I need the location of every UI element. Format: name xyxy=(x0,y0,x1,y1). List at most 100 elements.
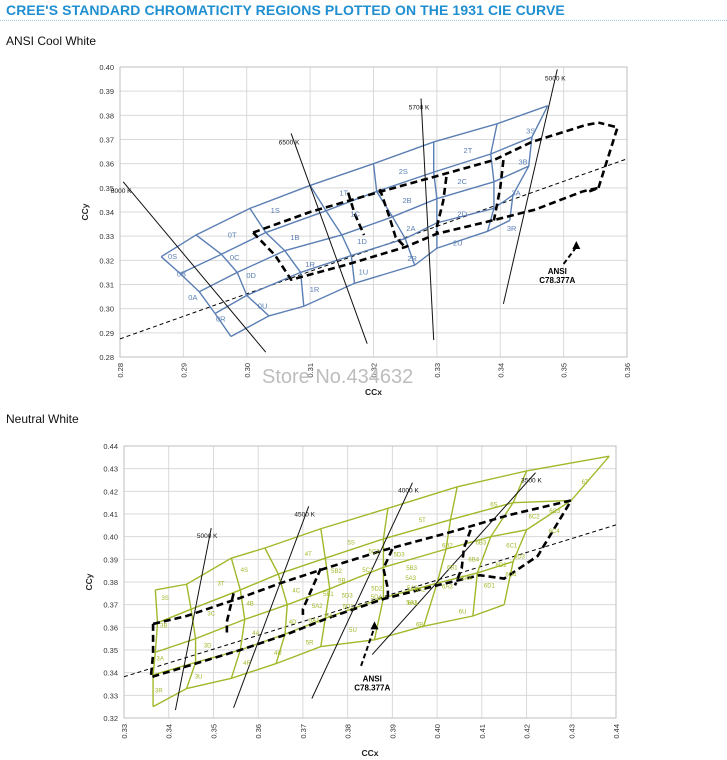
bin-label: 1R xyxy=(310,285,320,294)
store-watermark: Store No.434632 xyxy=(262,366,414,388)
bin-label: 2A xyxy=(406,224,415,233)
bin-label: 0C xyxy=(230,253,240,262)
x-tick-label: 0.30 xyxy=(243,363,252,378)
cct-label: 5700 K xyxy=(409,104,430,111)
bin-label: 4S xyxy=(241,568,248,574)
bin-label: 6B xyxy=(416,623,423,629)
bin-label: 6A4 xyxy=(461,576,472,582)
bin-label: 5D1 xyxy=(343,605,355,611)
bin-column-line xyxy=(320,528,331,647)
section-title-cool-white: ANSI Cool White xyxy=(6,34,97,48)
cct-isotherm-line xyxy=(502,69,558,304)
y-tick-label: 0.28 xyxy=(99,353,114,362)
bin-label: 6A2 xyxy=(415,587,426,593)
bin-label: 2S xyxy=(399,167,408,176)
y-tick-label: 0.36 xyxy=(103,623,118,632)
y-axis-title: CCy xyxy=(84,573,94,590)
bin-label: 2R xyxy=(407,254,417,263)
bin-label: 5B2 xyxy=(331,569,342,575)
cct-label: 4000 K xyxy=(398,488,419,495)
blackbody-locus-line xyxy=(123,524,617,678)
title-divider xyxy=(0,20,727,21)
bin-column-line xyxy=(373,508,389,640)
ansi-dashed-segment xyxy=(152,499,572,626)
ansi-dashed-segment xyxy=(252,186,599,282)
bin-row-line xyxy=(160,105,549,258)
x-tick-label: 0.40 xyxy=(433,724,442,739)
bin-column-line xyxy=(486,123,498,232)
plot-frame xyxy=(123,445,617,719)
cct-isotherm-line xyxy=(122,181,267,353)
annotation-label: ANSI xyxy=(548,267,567,276)
cct-label: 6500 K xyxy=(279,139,300,146)
bin-label: 3B xyxy=(160,623,167,629)
bin-label: 4D xyxy=(289,620,297,626)
y-tick-label: 0.32 xyxy=(103,714,118,723)
cct-isotherm-line xyxy=(420,98,435,341)
bin-label: 5D3 xyxy=(342,593,354,599)
bin-column-line xyxy=(509,105,549,221)
y-tick-label: 0.34 xyxy=(103,669,118,678)
cool-white-chart: 0.28 0.29 0.30 0.31 0.32 0.33 0.34 0.35 0.36 0.37… xyxy=(80,63,632,397)
y-tick-label: 0.39 xyxy=(99,87,114,96)
bin-column-line xyxy=(309,185,356,284)
y-tick-label: 0.33 xyxy=(103,691,118,700)
x-tick-label: 0.39 xyxy=(388,724,397,739)
x-tick-label: 0.32 xyxy=(370,363,379,378)
bin-label: 1U xyxy=(359,268,369,277)
ansi-dashed-segment xyxy=(382,548,394,598)
ansi-dashed-segment xyxy=(597,121,620,189)
bin-label: 3R xyxy=(507,224,517,233)
y-tick-label: 0.29 xyxy=(99,329,114,338)
bin-label: 6U xyxy=(459,610,467,616)
cct-label: 4500 K xyxy=(294,511,315,518)
bin-label: 6C2 xyxy=(529,514,541,520)
bin-column-line xyxy=(264,547,288,664)
bin-label: 3A xyxy=(157,656,164,662)
bin-label: 5D2 xyxy=(371,586,383,592)
ansi-dashed-segment xyxy=(492,159,505,221)
bin-column-line xyxy=(372,163,416,266)
bin-row-line xyxy=(152,604,505,708)
bin-label: 4T xyxy=(305,552,312,558)
bin-label: 6D1 xyxy=(484,583,496,589)
x-tick-label: 0.34 xyxy=(165,724,174,739)
bin-label: 0T xyxy=(228,230,237,239)
bin-label: 3U xyxy=(195,675,203,681)
cct-isotherm-line xyxy=(290,133,368,344)
bin-label: 5C1 xyxy=(362,568,374,574)
ansi-region-outline xyxy=(252,121,620,282)
bin-label: 2B xyxy=(402,196,411,205)
bin-label: 6D2 xyxy=(496,563,508,569)
bin-label: 5B3 xyxy=(406,566,417,572)
bin-label: 3S xyxy=(161,596,168,602)
bin-label: 6B1 xyxy=(447,566,458,572)
bin-label: 1S xyxy=(271,206,280,215)
bin-label: 2C xyxy=(457,177,467,186)
bin-label: 5D4 xyxy=(371,595,383,601)
cct-label: 5000 K xyxy=(197,533,218,540)
grid-lines xyxy=(119,66,628,358)
bin-label: 5B1 xyxy=(323,592,334,598)
bin-label: 5A3 xyxy=(405,576,416,582)
y-tick-label: 0.38 xyxy=(103,578,118,587)
bin-label: 2U xyxy=(453,239,463,248)
ansi-dashed-segment xyxy=(346,192,366,236)
bin-label: 3S xyxy=(526,127,535,136)
bin-column-line xyxy=(249,207,305,307)
y-tick-label: 0.37 xyxy=(103,601,118,610)
cct-isotherm-line xyxy=(371,472,536,655)
annotation-arrow-head xyxy=(572,241,581,250)
bin-column-line xyxy=(152,589,159,707)
cct-label: 8000 K xyxy=(111,188,132,195)
cct-label: 3500 K xyxy=(521,478,542,485)
x-tick-label: 0.35 xyxy=(209,724,218,739)
bin-label: 5B xyxy=(338,578,345,584)
y-tick-label: 0.43 xyxy=(103,465,118,474)
bin-column-line xyxy=(185,584,197,689)
bin-label: 4B xyxy=(246,602,253,608)
cct-isotherm-line xyxy=(174,527,212,711)
y-tick-label: 0.35 xyxy=(103,646,118,655)
x-tick-label: 0.38 xyxy=(344,724,353,739)
ansi-dashed-segment xyxy=(435,176,448,234)
